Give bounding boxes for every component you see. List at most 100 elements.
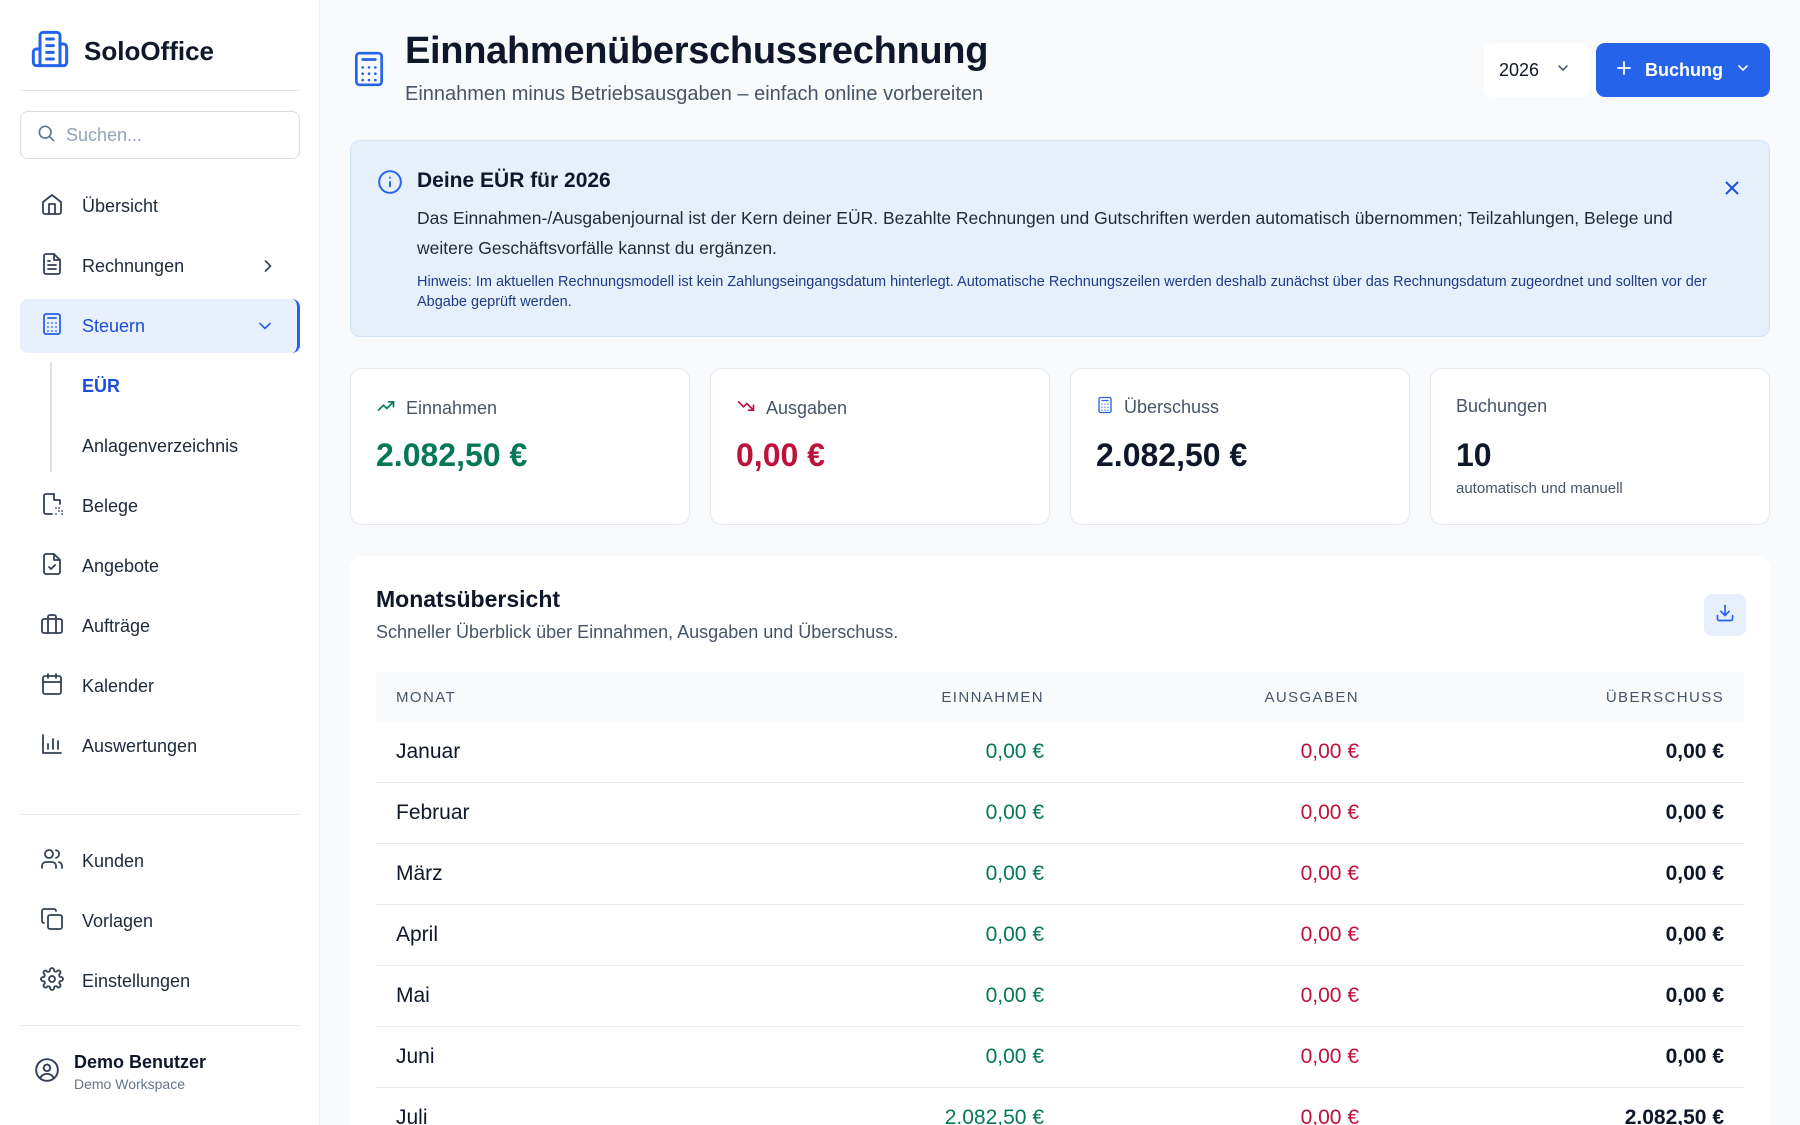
sidebar-item-label: Kunden bbox=[82, 850, 145, 871]
building-icon bbox=[30, 29, 70, 74]
user-name: Demo Benutzer bbox=[74, 1052, 207, 1072]
file-check-icon bbox=[40, 552, 64, 581]
cell-income: 0,00 € bbox=[985, 801, 1044, 824]
stat-card-income: Einnahmen 2.082,50 € bbox=[350, 368, 690, 525]
stat-label: Überschuss bbox=[1124, 397, 1220, 417]
table-row: März 0,00 € 0,00 € 0,00 € bbox=[376, 844, 1744, 905]
sidebar-item-label: Vorlagen bbox=[82, 910, 154, 931]
receipt-icon bbox=[40, 492, 64, 521]
download-button[interactable] bbox=[1704, 594, 1746, 636]
stat-note: automatisch und manuell bbox=[1456, 480, 1623, 497]
file-text-icon bbox=[40, 252, 64, 281]
sidebar-subitem-anlagenverzeichnis[interactable]: Anlagenverzeichnis bbox=[82, 436, 239, 456]
sidebar-item-label: Belege bbox=[82, 495, 139, 516]
stat-label: Buchungen bbox=[1456, 396, 1548, 416]
cell-surplus: 0,00 € bbox=[1665, 740, 1724, 763]
cell-expenses: 0,00 € bbox=[1300, 862, 1359, 885]
info-banner: Deine EÜR für 2026 Das Einnahmen-/Ausgab… bbox=[350, 140, 1770, 337]
close-icon[interactable] bbox=[1721, 177, 1743, 204]
cell-expenses: 0,00 € bbox=[1300, 801, 1359, 824]
search-box[interactable] bbox=[20, 111, 300, 159]
panel-title: Monatsübersicht bbox=[376, 586, 561, 612]
sidebar-subitem-eur[interactable]: EÜR bbox=[82, 376, 121, 396]
stat-card-expenses: Ausgaben 0,00 € bbox=[710, 368, 1050, 525]
stat-value: 10 bbox=[1456, 437, 1492, 473]
download-icon bbox=[1715, 603, 1735, 628]
sidebar-item-belege[interactable]: Belege bbox=[20, 479, 300, 533]
cell-month: Februar bbox=[396, 801, 470, 824]
cell-surplus: 0,00 € bbox=[1665, 801, 1724, 824]
sidebar-item-kunden[interactable]: Kunden bbox=[20, 834, 300, 888]
sidebar-item-kalender[interactable]: Kalender bbox=[20, 659, 300, 713]
sidebar-item-label: Auswertungen bbox=[82, 735, 198, 756]
cell-income: 2.082,50 € bbox=[944, 1106, 1044, 1125]
cell-surplus: 0,00 € bbox=[1665, 862, 1724, 885]
sidebar-item-einstellungen[interactable]: Einstellungen bbox=[20, 954, 300, 1008]
table-header: MONAT EINNAHMEN AUSGABEN ÜBERSCHUSS bbox=[376, 672, 1744, 722]
cell-expenses: 0,00 € bbox=[1300, 1045, 1359, 1068]
bar-chart-icon bbox=[40, 732, 64, 761]
sidebar-item-uebersicht[interactable]: Übersicht bbox=[20, 179, 300, 233]
cell-surplus: 2.082,50 € bbox=[1624, 1106, 1724, 1125]
sidebar-item-auftraege[interactable]: Aufträge bbox=[20, 599, 300, 653]
cell-surplus: 0,00 € bbox=[1665, 1045, 1724, 1068]
cell-income: 0,00 € bbox=[985, 923, 1044, 946]
calendar-icon bbox=[40, 672, 64, 701]
sidebar: SoloOffice Übersicht Rechnungen Steuern … bbox=[0, 0, 320, 1125]
trending-down-icon bbox=[736, 396, 756, 421]
sidebar-item-angebote[interactable]: Angebote bbox=[20, 539, 300, 593]
sidebar-item-steuern[interactable]: Steuern bbox=[20, 299, 300, 353]
stat-label: Ausgaben bbox=[766, 398, 848, 418]
info-text: Das Einnahmen-/Ausgabenjournal ist der K… bbox=[417, 208, 1673, 258]
cell-month: Juni bbox=[396, 1045, 435, 1068]
info-hint: Hinweis: Im aktuellen Rechnungsmodell is… bbox=[417, 274, 1707, 310]
divider bbox=[20, 1025, 300, 1026]
chevron-down-icon bbox=[1735, 60, 1751, 81]
sidebar-item-vorlagen[interactable]: Vorlagen bbox=[20, 894, 300, 948]
cell-income: 0,00 € bbox=[985, 1045, 1044, 1068]
sidebar-item-label: Kalender bbox=[82, 675, 155, 696]
sidebar-item-auswertungen[interactable]: Auswertungen bbox=[20, 719, 300, 773]
brand[interactable]: SoloOffice bbox=[30, 29, 214, 74]
cell-income: 0,00 € bbox=[985, 740, 1044, 763]
sidebar-item-label: Angebote bbox=[82, 555, 160, 576]
stat-value: 2.082,50 € bbox=[376, 437, 528, 473]
search-icon bbox=[36, 123, 56, 148]
cell-month: Mai bbox=[396, 984, 430, 1007]
table-row: Februar 0,00 € 0,00 € 0,00 € bbox=[376, 783, 1744, 844]
column-header-income: EINNAHMEN bbox=[941, 688, 1044, 706]
cell-income: 0,00 € bbox=[985, 862, 1044, 885]
briefcase-icon bbox=[40, 612, 64, 641]
panel-subtitle: Schneller Überblick über Einnahmen, Ausg… bbox=[376, 622, 899, 642]
sidebar-item-label: Einstellungen bbox=[82, 970, 191, 991]
user-menu[interactable]: Demo Benutzer Demo Workspace bbox=[34, 1052, 206, 1092]
cell-month: März bbox=[396, 862, 443, 885]
stat-value: 0,00 € bbox=[736, 437, 825, 473]
divider bbox=[20, 814, 300, 815]
cell-month: Juli bbox=[396, 1106, 428, 1125]
chevron-down-icon bbox=[1555, 60, 1571, 81]
stat-value: 2.082,50 € bbox=[1096, 437, 1248, 473]
trending-up-icon bbox=[376, 396, 396, 421]
plus-icon bbox=[1615, 59, 1633, 82]
sidebar-item-label: Aufträge bbox=[82, 615, 151, 636]
cell-month: April bbox=[396, 923, 439, 946]
cell-expenses: 0,00 € bbox=[1300, 740, 1359, 763]
calculator-icon bbox=[350, 50, 388, 93]
monthly-overview-panel: Monatsübersicht Schneller Überblick über… bbox=[350, 556, 1770, 1125]
column-header-surplus: ÜBERSCHUSS bbox=[1605, 688, 1724, 706]
search-input[interactable] bbox=[66, 124, 286, 146]
divider bbox=[20, 90, 300, 91]
year-select[interactable]: 2026 bbox=[1484, 43, 1590, 97]
table-row: Juni 0,00 € 0,00 € 0,00 € bbox=[376, 1027, 1744, 1088]
cell-month: Januar bbox=[396, 740, 461, 763]
table-row: Mai 0,00 € 0,00 € 0,00 € bbox=[376, 966, 1744, 1027]
cell-income: 0,00 € bbox=[985, 984, 1044, 1007]
booking-label: Buchung bbox=[1645, 59, 1723, 80]
user-workspace: Demo Workspace bbox=[74, 1076, 186, 1092]
add-booking-button[interactable]: Buchung bbox=[1596, 43, 1770, 97]
users-icon bbox=[40, 847, 64, 876]
sidebar-item-rechnungen[interactable]: Rechnungen bbox=[20, 239, 300, 293]
gear-icon bbox=[40, 966, 64, 996]
stat-card-surplus: Überschuss 2.082,50 € bbox=[1070, 368, 1410, 525]
